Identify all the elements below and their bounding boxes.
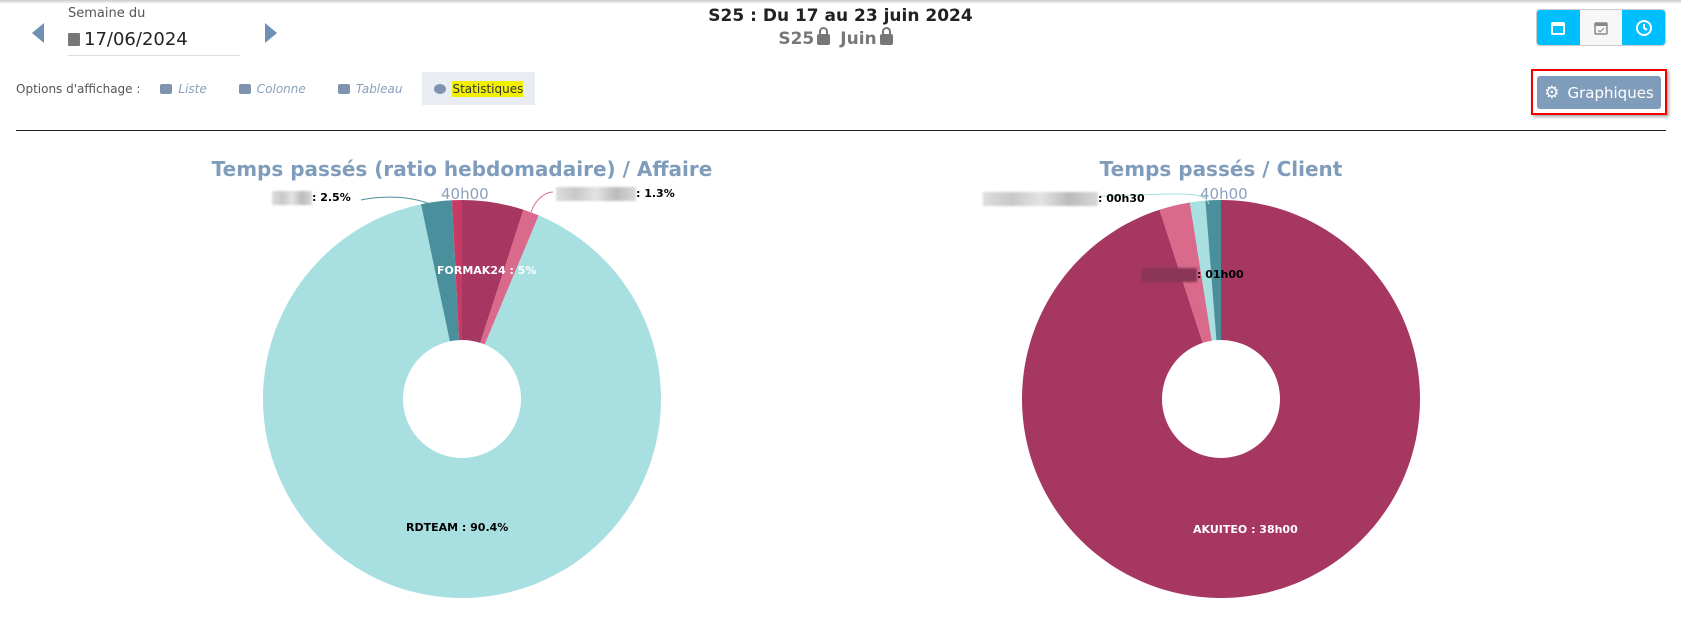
redacted-text [556,187,636,201]
month-lock-label: Juin [840,29,877,49]
option-colonne[interactable]: Colonne [227,72,318,105]
calendar-check-view-button[interactable] [1579,10,1623,45]
chart-total: 40h00 [441,185,489,203]
week-label: Semaine du [68,6,146,21]
data-label: : 01h00 [1142,268,1244,282]
week-lock-label: S25 [778,29,815,49]
pie-slice[interactable] [263,204,662,599]
chart-title-client: Temps passés / Client [1099,157,1343,181]
pie-slice[interactable] [452,200,462,341]
lock-icon [879,27,893,45]
graphiques-label: Graphiques [1567,83,1654,102]
divider [16,130,1666,131]
label-connector [530,191,554,213]
option-statistiques[interactable]: Statistiques [422,72,536,105]
calendar-check-icon [1594,21,1608,35]
next-week-button[interactable] [265,23,277,43]
date-value: 17/06/2024 [84,29,188,50]
pie-slice[interactable] [480,209,539,345]
calendar-icon [68,33,80,46]
calendar-view-button[interactable] [1537,10,1580,45]
view-switcher [1536,9,1666,46]
redacted-text [1142,268,1197,282]
pie-chart-icon [434,83,447,94]
graphiques-button[interactable]: ⚙ Graphiques [1537,76,1661,109]
option-label: Colonne [256,81,306,96]
chart-title-affaire: Temps passés (ratio hebdomadaire) / Affa… [211,157,713,181]
lock-status: S25 Juin [0,27,1681,49]
columns-icon [238,83,251,94]
data-label-rdteam: RDTEAM : 90.4% [406,521,509,534]
gear-icon: ⚙ [1544,82,1560,103]
display-options-label: Options d'affichage : [16,81,141,96]
table-icon [337,83,350,94]
clock-icon [1635,19,1652,36]
pie-slice[interactable] [1021,200,1420,598]
option-label: Statistiques [452,80,524,97]
list-icon [160,83,173,94]
option-label: Tableau [355,81,403,96]
pie-slice[interactable] [421,200,460,342]
top-shadow [0,0,1681,4]
option-tableau[interactable]: Tableau [326,72,415,105]
display-options: Options d'affichage : Liste Colonne Tabl… [16,72,536,105]
week-date-input[interactable]: 17/06/2024 [68,24,240,56]
data-label: : 1.3% [556,187,675,201]
chart-total: 40h00 [1200,185,1248,203]
pie-slice[interactable] [1189,200,1217,341]
data-label: : 2.5% [272,191,351,205]
option-liste[interactable]: Liste [148,72,218,105]
option-label: Liste [178,81,207,96]
lock-icon [817,27,831,45]
page-title: S25 : Du 17 au 23 juin 2024 [708,6,973,26]
pie-slice[interactable] [462,200,524,343]
redacted-text [272,191,312,205]
data-label-formak24: FORMAK24 : 5% [437,264,537,277]
previous-week-button[interactable] [32,23,44,43]
data-label: : 00h30 [983,192,1145,206]
time-view-button[interactable] [1622,10,1665,45]
label-connector [360,196,433,206]
calendar-icon [1551,21,1566,35]
redacted-text [983,192,1098,206]
pie-slice[interactable] [1205,200,1221,341]
label-connector [1099,193,1210,205]
data-label-akuiteo: AKUITEO : 38h00 [1193,523,1298,536]
graphiques-highlight: ⚙ Graphiques [1531,69,1667,115]
